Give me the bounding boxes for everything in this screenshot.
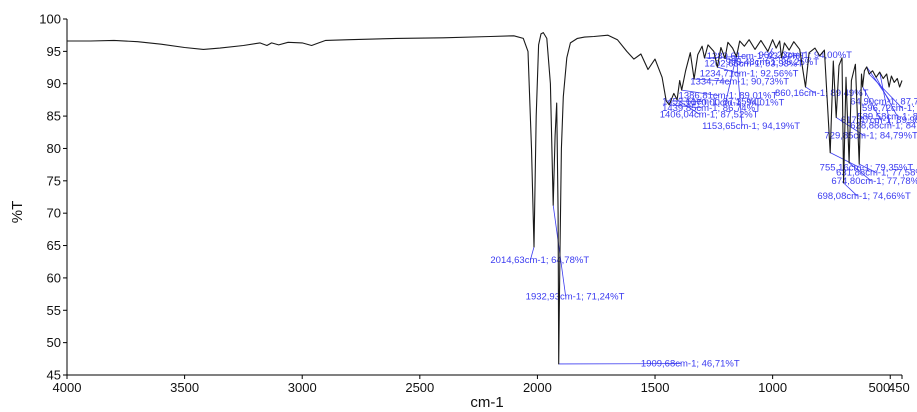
y-tick-label: 90: [47, 76, 61, 91]
peak-label: 2014,63cm-1; 64,78%T: [490, 255, 589, 266]
peak-label: 596,72cm-1; 86: [862, 103, 917, 114]
x-tick-label: 500: [869, 380, 891, 395]
peak-annotation: 2014,63cm-1; 64,78%T: [490, 246, 589, 266]
axes: 45 50 55 60 65 70 75 80 85 90 95 100 4000 3500 3000 250…: [39, 12, 909, 396]
x-axis-title: cm-1: [470, 394, 503, 411]
peak-annotation: 962,23cm-1; 94,00%T: [759, 50, 853, 61]
peak-annotation: 631,88cm-1; 77,58%T: [836, 163, 917, 179]
peak-annotations: 2014,63cm-1; 64,78%T 1932,93cm-1; 71,24%T…: [490, 47, 917, 370]
spectrum-line: [67, 32, 903, 365]
peak-annotation: 1153,65cm-1; 94,19%T: [702, 56, 800, 132]
x-tick-label: 1000: [758, 380, 787, 395]
peak-leader-line: [843, 182, 858, 197]
peak-leader-line: [859, 163, 877, 173]
peak-leader-line: [666, 100, 703, 102]
peak-leader-line: [669, 104, 703, 109]
peak-annotation: 1202,65cm-1; 93,93%T: [704, 57, 803, 69]
peak-annotation: 617,47cm-1; 89,98%T: [841, 86, 917, 126]
peak-label: 1070,00cm-1; 94,01%T: [686, 98, 785, 109]
y-tick-label: 100: [39, 12, 61, 27]
x-tick-label: 3500: [170, 380, 199, 395]
peak-annotation: 1439,85cm-1; 86,74%T: [662, 103, 761, 114]
peak-leader-line: [848, 162, 872, 182]
peak-leader-line: [552, 205, 567, 297]
peak-label: 628,88cm-1; 84,4: [850, 120, 917, 131]
peak-leader-line: [868, 73, 903, 109]
y-tick-label: 65: [47, 238, 61, 253]
x-tick-label: 3000: [288, 380, 317, 395]
peak-leader-line: [694, 78, 731, 82]
peak-annotation: 1909,68cm-1; 46,71%T: [558, 359, 740, 370]
peak-label: 1909,68cm-1; 46,71%T: [641, 359, 740, 370]
peak-annotation: 596,72cm-1; 86: [862, 73, 917, 114]
peak-leader-line: [781, 54, 799, 59]
peak-annotation: 1334,74cm-1; 90,73%T: [690, 76, 789, 87]
peak-label: 1452,61cm-1; 87,35%T: [662, 96, 761, 107]
peak-leader-line: [724, 57, 745, 64]
x-tick-label: 450: [888, 380, 910, 395]
peak-label: 962,23cm-1; 94,00%T: [759, 50, 853, 61]
peak-leader-line: [765, 47, 773, 63]
peak-label: 1153,65cm-1; 94,19%T: [702, 121, 800, 132]
y-tick-label: 60: [47, 270, 61, 285]
peak-annotation: 698,08cm-1; 74,66%T: [817, 182, 911, 202]
peak-annotation: 1932,93cm-1; 71,24%T: [526, 205, 625, 302]
x-tick-label: 2000: [523, 380, 552, 395]
peak-label: 589,58cm-1; 8: [857, 111, 917, 122]
peak-leader-line: [862, 86, 882, 121]
y-tick-label: 85: [47, 109, 61, 124]
peak-label: 1932,93cm-1; 71,24%T: [526, 291, 625, 302]
peak-leader-line: [805, 86, 816, 94]
peak-leader-line: [736, 56, 743, 127]
peak-label: 993,48cm-1; 95,25%T: [726, 57, 820, 68]
peak-annotation: 860,16cm-1; 89,49%T: [775, 86, 869, 99]
peak-annotation: 1386,81cm-1; 89,01%T: [679, 89, 778, 102]
peak-leader-line: [676, 99, 700, 115]
y-tick-label: 75: [47, 173, 61, 188]
peak-leader-line: [725, 51, 738, 103]
x-tick-label: 1500: [641, 380, 670, 395]
peak-label: 729,85cm-1; 84,79%T: [824, 131, 917, 142]
peak-label: 674,80cm-1; 77,78%T: [831, 176, 917, 187]
y-tick-label: 55: [47, 303, 61, 318]
peak-label: 64,90cm-1; 87,7: [850, 96, 917, 107]
peak-label: 617,47cm-1; 89,98%T: [841, 115, 917, 126]
peak-label: 1386,81cm-1; 89,01%T: [679, 91, 778, 102]
y-tick-label: 80: [47, 141, 61, 156]
peak-annotation: 993,48cm-1; 95,25%T: [726, 47, 820, 68]
peak-annotation: 1234,71cm-1; 92,56%T: [700, 66, 799, 80]
peak-annotation: 628,88cm-1; 84,4: [850, 71, 917, 131]
peak-annotation: 1452,61cm-1; 87,35%T: [662, 96, 761, 107]
peak-label: 860,16cm-1; 89,49%T: [775, 88, 869, 99]
peak-annotation: 674,80cm-1; 77,78%T: [831, 162, 917, 187]
peak-annotation: 1406,04cm-1; 87,52%T: [660, 99, 759, 120]
peak-label: 1406,04cm-1; 87,52%T: [660, 109, 759, 120]
y-tick-label: 95: [47, 44, 61, 59]
peak-leader-line: [717, 66, 740, 74]
y-tick-label: 45: [47, 368, 61, 383]
peak-label: 631,88cm-1; 77,58%T: [836, 168, 917, 179]
peak-leader-line: [681, 89, 719, 97]
peak-label: 1234,71cm-1; 92,56%T: [700, 69, 799, 80]
peak-label: 1202,65cm-1; 93,93%T: [704, 58, 803, 69]
y-tick-label: 70: [47, 206, 61, 221]
peak-label: 1289,61cm-1; 93,97%T: [707, 51, 806, 62]
peak-leader-line: [875, 77, 898, 117]
x-tick-label: 4000: [53, 380, 82, 395]
y-axis-title: %T: [9, 201, 26, 224]
peak-leader-line: [529, 246, 535, 261]
peak-annotation: 589,58cm-1; 8: [857, 77, 917, 122]
peak-label: 1439,85cm-1; 86,74%T: [662, 103, 761, 114]
peak-label: 698,08cm-1; 74,66%T: [817, 191, 911, 202]
y-tick-label: 50: [47, 335, 61, 350]
peak-annotation: 1070,00cm-1; 94,01%T: [686, 51, 785, 109]
peak-leader-line: [879, 71, 891, 126]
peak-label: 1334,74cm-1; 90,73%T: [690, 76, 789, 87]
peak-leader-line: [830, 152, 860, 168]
x-tick-label: 2500: [405, 380, 434, 395]
